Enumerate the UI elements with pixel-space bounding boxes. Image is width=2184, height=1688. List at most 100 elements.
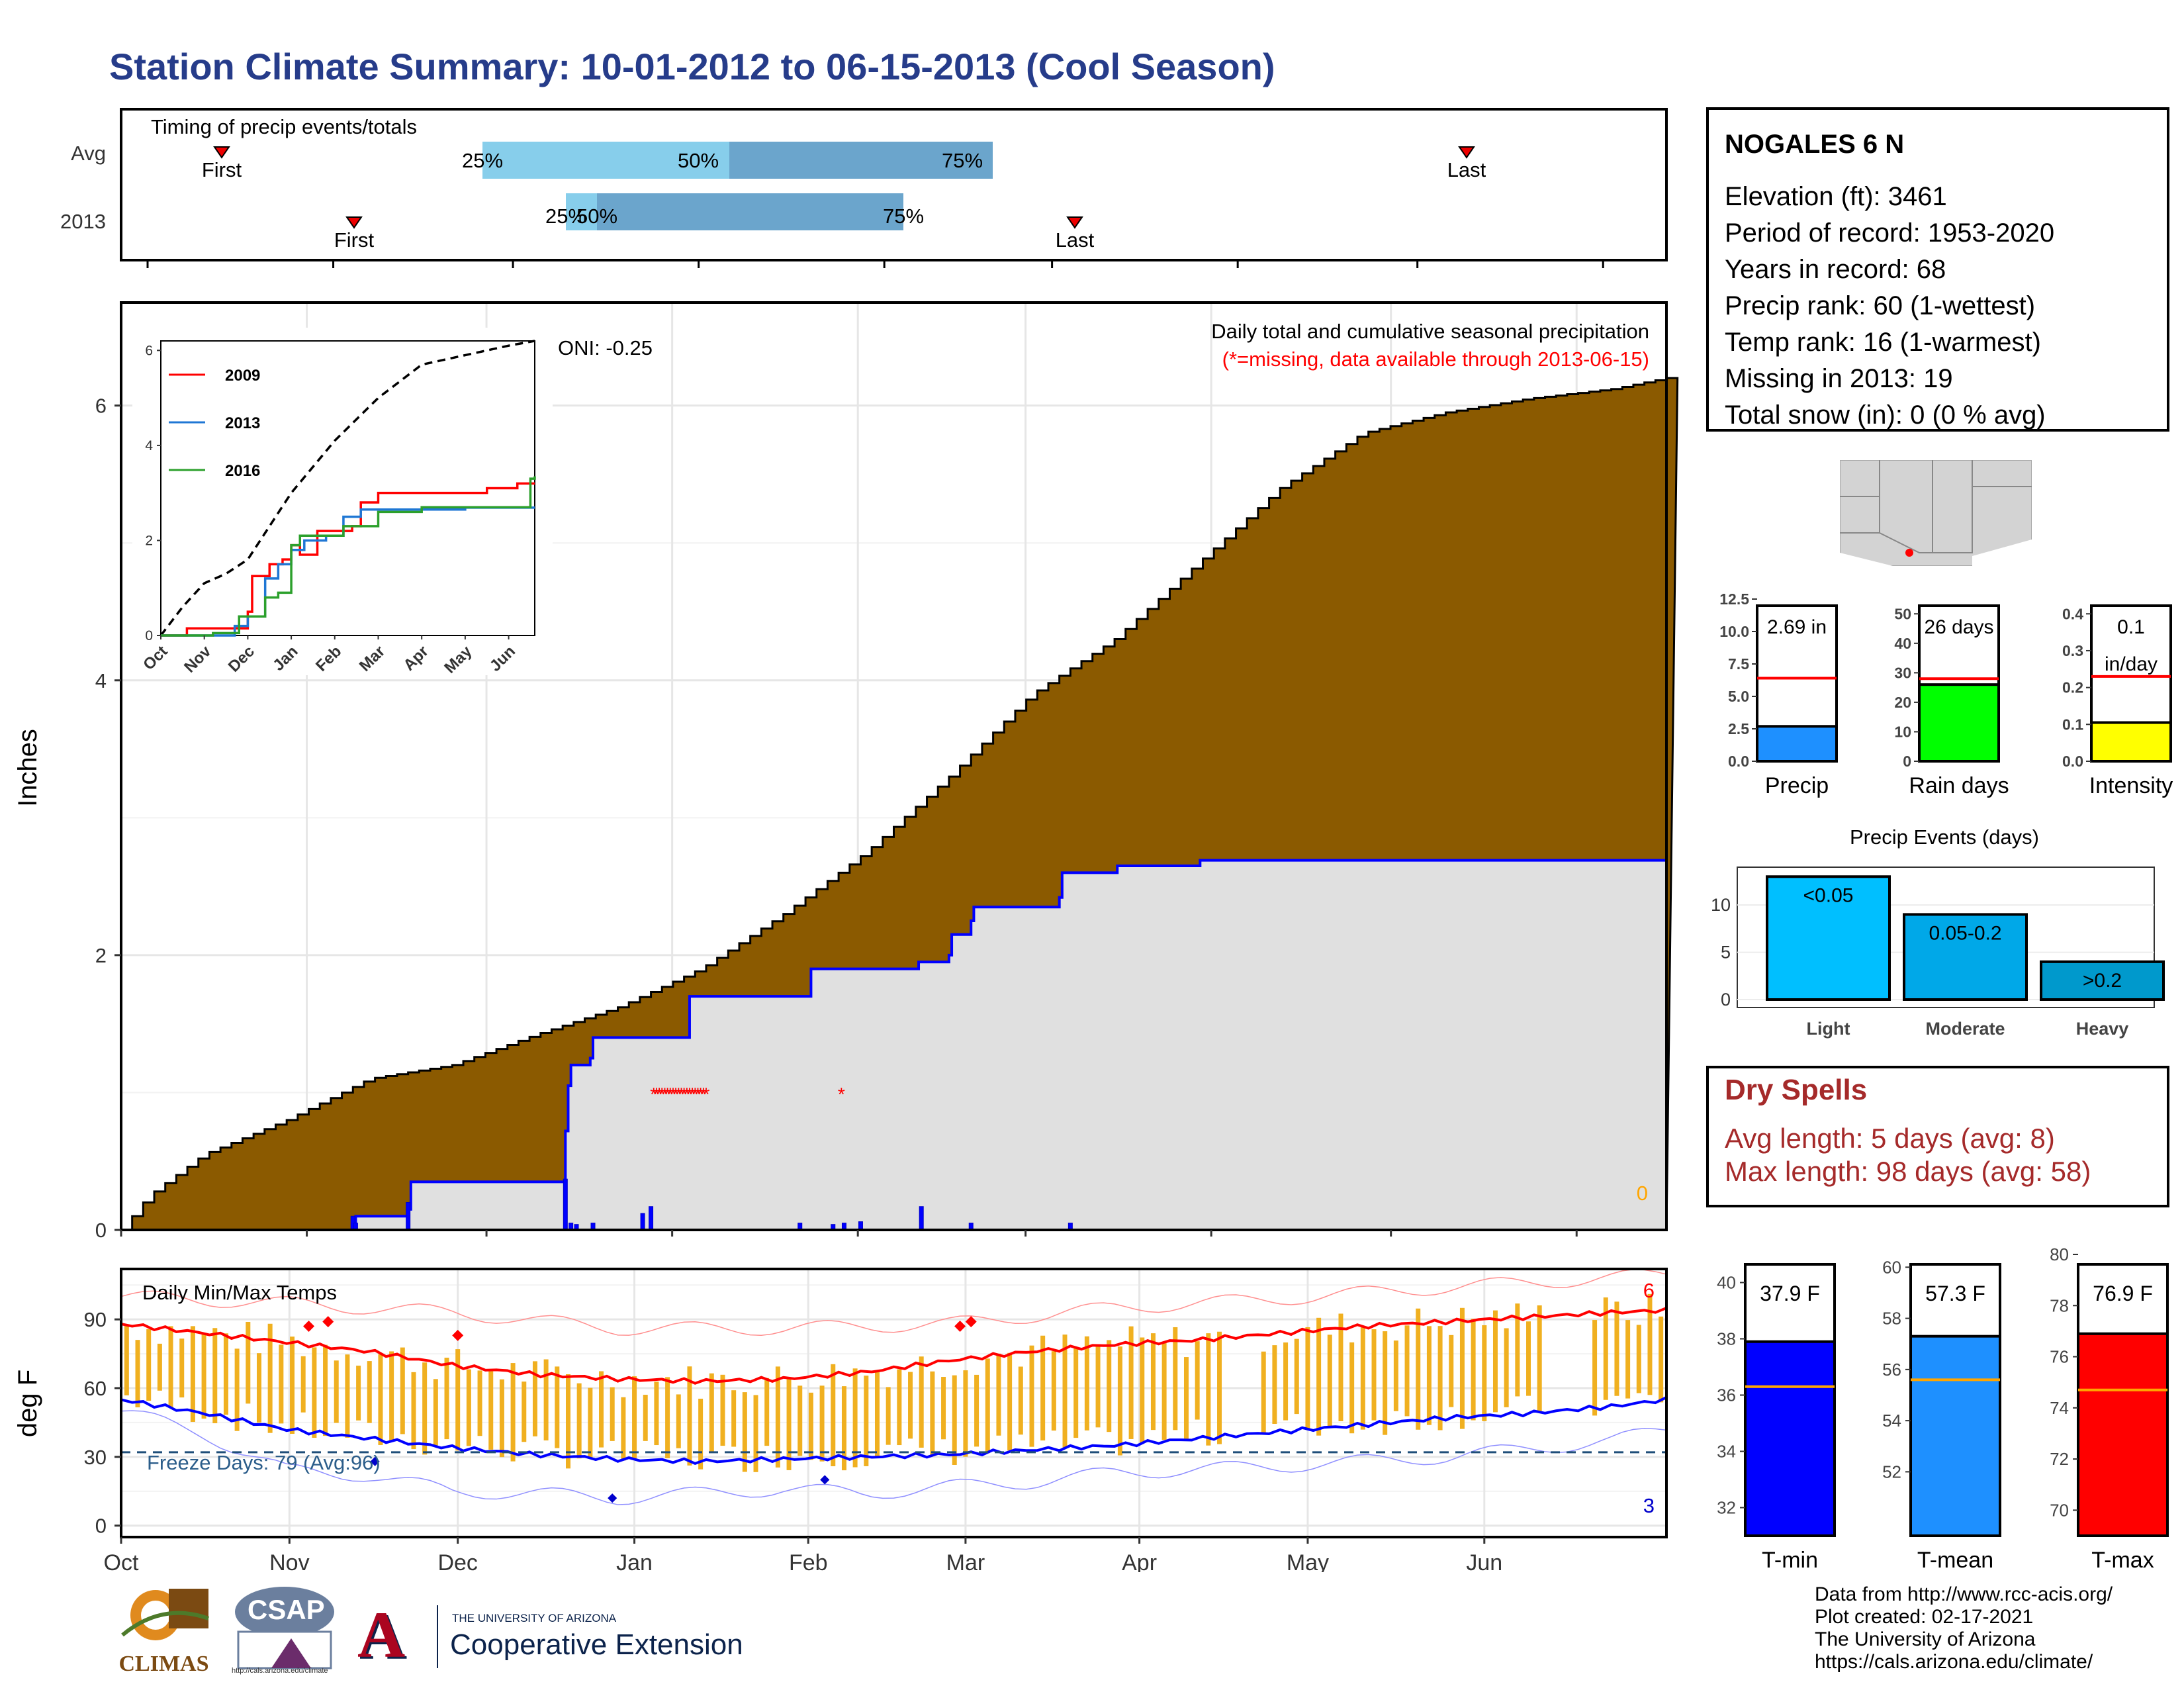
daily-temp-bar: [488, 1371, 494, 1450]
tempbar-tick-label: 72: [2050, 1449, 2069, 1469]
locator-map: [1840, 460, 2032, 566]
daily-temp-bar: [775, 1366, 780, 1468]
missing-day-marker: *: [661, 1084, 668, 1104]
tempbar-tick-label: 38: [1717, 1329, 1736, 1349]
events-tick-label: 0: [1721, 990, 1731, 1009]
csap-logo: CSAP http://cals.arizona.edu/climate: [232, 1582, 338, 1678]
event-bar-label: 0.05-0.2: [1929, 922, 2001, 944]
inset-ytick-label: 0: [145, 628, 153, 643]
daily-temp-bar: [1437, 1326, 1443, 1430]
missing-day-marker: *: [703, 1084, 710, 1104]
daily-temp-bar: [389, 1351, 394, 1441]
daily-temp-bar: [1614, 1301, 1619, 1396]
footnote-created: Plot created: 02-17-2021: [1815, 1606, 2034, 1628]
daily-temp-bar: [731, 1390, 737, 1447]
daily-temp-bar: [279, 1344, 284, 1424]
daily-temp-bar: [1636, 1325, 1641, 1393]
timing-2013-last-marker: [1066, 216, 1083, 229]
summary-tick-label: 40: [1894, 635, 1911, 652]
temp-xtick-label: Jun: [1466, 1550, 1502, 1572]
event-category-label: Moderate: [1925, 1019, 2005, 1039]
daily-temp-bar: [1482, 1325, 1487, 1421]
timing-title: Timing of precip events/totals: [151, 115, 417, 138]
timing-2013-bar-high: [597, 193, 903, 230]
daily-temp-bar: [864, 1376, 869, 1466]
daily-temp-bar: [1073, 1348, 1079, 1438]
station-missing: Missing in 2013: 19: [1725, 364, 1953, 393]
inset-ytick-label: 6: [145, 343, 153, 358]
tempbar-tick-label: 56: [1882, 1360, 1901, 1380]
daily-temp-bar: [1360, 1327, 1365, 1430]
temp-xtick-label: Dec: [437, 1550, 477, 1572]
dry-spells-title: Dry Spells: [1725, 1074, 1868, 1106]
event-category-label: Light: [1807, 1019, 1850, 1039]
daily-temp-bar: [1659, 1316, 1664, 1403]
daily-temp-bar: [676, 1394, 681, 1448]
daily-temp-bar: [1647, 1293, 1653, 1395]
daily-temp-bar: [1051, 1351, 1056, 1431]
missing-note: (*=missing, data available through 2013-…: [1222, 348, 1649, 371]
daily-temp-bar: [223, 1333, 228, 1415]
daily-temp-bar: [985, 1358, 990, 1454]
missing-day-marker: *: [700, 1084, 707, 1104]
daily-temp-bar: [212, 1328, 218, 1424]
ua-small-text: THE UNIVERSITY OF ARIZONA: [452, 1612, 617, 1624]
station-elevation: Elevation (ft): 3461: [1725, 182, 1947, 211]
daily-temp-bar: [234, 1348, 240, 1431]
summary-tick-label: 20: [1894, 694, 1911, 711]
inset-frame: [160, 340, 535, 636]
daily-temp-bar: [1526, 1321, 1531, 1396]
daily-temp-bar: [1383, 1331, 1388, 1435]
tempbar-tick-label: 70: [2050, 1500, 2069, 1520]
ua-big-text: Cooperative Extension: [450, 1628, 743, 1661]
summary-tick-label: 30: [1894, 664, 1911, 681]
daily-temp-bar: [466, 1369, 471, 1446]
temp-xtick-label: Feb: [789, 1550, 828, 1572]
timing-avg-p75: 75%: [942, 149, 983, 172]
event-category-label: Heavy: [2076, 1019, 2129, 1039]
daily-temp-bar: [753, 1395, 758, 1472]
missing-day-marker: *: [678, 1084, 685, 1104]
missing-day-marker: *: [680, 1084, 688, 1104]
timing-avg-bar-high: [729, 142, 993, 179]
timing-avg-last-marker: [1458, 146, 1475, 159]
tempbar-t-max: [2077, 1332, 2169, 1537]
summary-tick-label: 0.0: [1728, 753, 1749, 770]
daily-temp-bar: [168, 1326, 173, 1408]
daily-temp-bar: [610, 1387, 615, 1441]
summary-value-label: 2.69 in: [1767, 616, 1827, 638]
summary-value-label: in/day: [2105, 653, 2158, 675]
daily-temp-bar: [974, 1374, 979, 1447]
daily-temp-bar: [1283, 1342, 1289, 1421]
event-bar-heavy: [2040, 960, 2165, 1002]
precip-events-chart: <0.05 Light 0.05-0.2 Moderate >0.2 Heavy 0 5 10: [1711, 867, 2165, 1039]
daily-temp-bar: [1338, 1313, 1343, 1421]
summary-value-label: 0.1: [2117, 616, 2145, 638]
daily-temp-bar: [709, 1373, 714, 1452]
tempbar-name: T-max: [2091, 1548, 2154, 1573]
daily-temp-bar: [1404, 1325, 1410, 1417]
daily-temp-bar: [1140, 1337, 1145, 1444]
daily-temp-bar: [510, 1363, 516, 1462]
daily-temp-bar: [886, 1387, 891, 1445]
summary-tick-label: 2.5: [1728, 720, 1749, 737]
summary-tick-label: 0.4: [2062, 605, 2083, 622]
daily-temp-bar: [941, 1377, 946, 1440]
timing-avg-p25: 25%: [462, 149, 503, 172]
footnote-source: Data from http://www.rcc-acis.org/: [1815, 1583, 2113, 1605]
temp-plot-frame: [120, 1268, 1668, 1538]
daily-temp-bar: [819, 1385, 825, 1462]
daily-temp-bar: [1515, 1303, 1520, 1397]
precip-events-title: Precip Events (days): [1850, 825, 2039, 849]
daily-temp-bar: [1449, 1335, 1454, 1407]
daily-temp-bar: [764, 1378, 770, 1446]
daily-temp-bar: [1128, 1326, 1134, 1439]
summary-tick-label: 7.5: [1728, 655, 1749, 673]
temp-xtick-label: Mar: [946, 1550, 985, 1572]
daily-temp-bar: [831, 1364, 836, 1466]
summary-tick-label: 12.5: [1719, 590, 1749, 608]
daily-temp-bar: [555, 1366, 560, 1448]
missing-day-marker: *: [686, 1084, 693, 1104]
events-tick-label: 5: [1721, 943, 1731, 962]
timing-avg-first-label: First: [202, 158, 242, 181]
